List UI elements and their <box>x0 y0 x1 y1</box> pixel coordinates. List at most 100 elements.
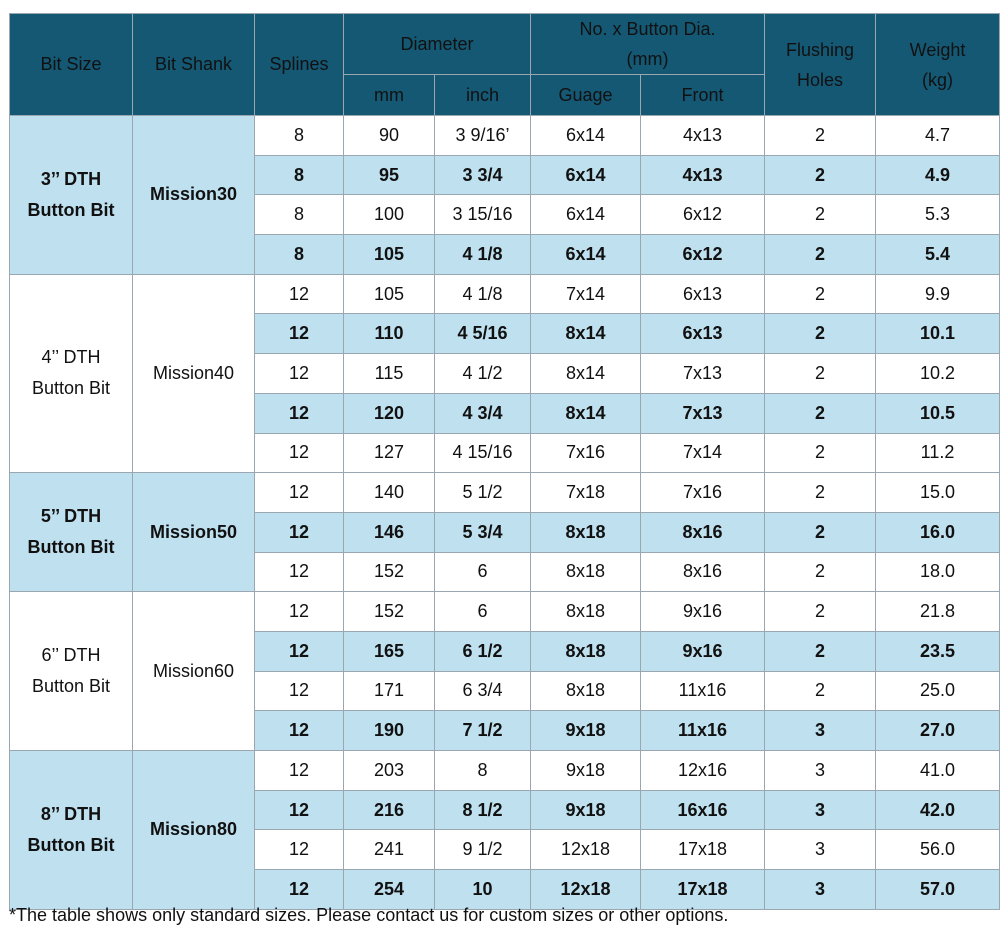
bit-shank-cell: Mission40 <box>132 273 255 474</box>
bit-size-line2: Button Bit <box>27 199 115 220</box>
front-cell: 16x16 <box>639 789 766 831</box>
front-cell: 7x13 <box>639 353 766 394</box>
gauge-cell: 8x18 <box>530 551 641 593</box>
weight-cell: 5.3 <box>875 194 1000 236</box>
table-row: 12 241 9 1/2 12x18 17x18 3 56.0 <box>10 829 1000 871</box>
bit-size-line2: Button Bit <box>27 537 115 558</box>
gauge-cell: 8x18 <box>530 630 641 672</box>
table-row: 12 165 6 1/2 8x18 9x16 2 23.5 <box>10 630 1000 672</box>
splines-cell: 12 <box>254 551 344 593</box>
header-diameter-mm: mm <box>343 74 435 116</box>
diameter-inch-cell: 4 15/16 <box>434 432 531 474</box>
weight-cell: 23.5 <box>875 630 1000 672</box>
gauge-cell: 12x18 <box>530 869 641 910</box>
front-cell: 4x13 <box>639 115 766 156</box>
bit-shank-cell: Mission30 <box>132 115 255 275</box>
table-body: 3’’ DTH Button Bit Mission30 8 90 3 9/16’ 6x14… <box>9 115 1000 910</box>
table-row: 12 190 7 1/2 9x18 11x16 3 27.0 <box>10 710 1000 751</box>
splines-cell: 8 <box>254 194 344 236</box>
diameter-inch-cell: 4 3/4 <box>434 392 531 434</box>
diameter-inch-cell: 8 1/2 <box>434 789 531 831</box>
front-cell: 7x13 <box>639 392 766 434</box>
diameter-inch-cell: 10 <box>434 869 531 910</box>
weight-cell: 18.0 <box>875 551 1000 593</box>
diameter-inch-cell: 6 1/2 <box>434 630 531 672</box>
diameter-inch-cell: 3 15/16 <box>434 194 531 236</box>
bit-shank-cell: Mission60 <box>132 591 255 751</box>
gauge-cell: 8x18 <box>530 511 641 553</box>
gauge-cell: 9x18 <box>530 710 641 751</box>
flushing-holes-cell: 2 <box>764 670 877 712</box>
weight-cell: 10.1 <box>875 313 1000 355</box>
diameter-inch-cell: 7 1/2 <box>434 710 531 751</box>
gauge-cell: 7x16 <box>530 432 641 474</box>
diameter-inch-cell: 4 1/8 <box>434 234 531 275</box>
splines-cell: 12 <box>254 710 344 751</box>
header-weight-line2: (kg) <box>922 69 954 90</box>
flushing-holes-cell: 2 <box>764 392 877 434</box>
front-cell: 7x14 <box>639 432 766 474</box>
flushing-holes-cell: 2 <box>764 353 877 394</box>
diameter-mm-cell: 171 <box>343 670 435 712</box>
bit-size-cell: 8’’ DTH Button Bit <box>9 750 133 910</box>
splines-cell: 8 <box>254 234 344 275</box>
table-row: 4’’ DTH Button Bit Mission40 12 105 4 1/8 7x14… <box>9 273 1000 474</box>
diameter-mm-cell: 95 <box>343 154 435 196</box>
weight-cell: 56.0 <box>875 829 1000 871</box>
diameter-mm-cell: 241 <box>343 829 435 871</box>
gauge-cell: 9x18 <box>530 750 641 791</box>
gauge-cell: 6x14 <box>530 115 641 156</box>
front-cell: 11x16 <box>639 670 766 712</box>
gauge-cell: 8x14 <box>530 353 641 394</box>
table-row: 8 100 3 15/16 6x14 6x12 2 5.3 <box>10 194 1000 236</box>
flushing-holes-cell: 2 <box>764 472 877 513</box>
flushing-holes-cell: 2 <box>764 234 877 275</box>
gauge-cell: 8x18 <box>530 670 641 712</box>
diameter-mm-cell: 120 <box>343 392 435 434</box>
weight-cell: 10.2 <box>875 353 1000 394</box>
header-bit-shank: Bit Shank <box>132 13 255 116</box>
splines-cell: 8 <box>254 154 344 196</box>
header-gauge: Guage <box>530 74 641 116</box>
header-front: Front <box>639 74 766 116</box>
diameter-mm-cell: 140 <box>343 472 435 513</box>
diameter-inch-cell: 4 1/8 <box>434 273 531 315</box>
diameter-mm-cell: 110 <box>343 313 435 355</box>
splines-cell: 8 <box>254 115 344 156</box>
bit-shank-cell: Mission80 <box>132 750 255 910</box>
front-cell: 8x16 <box>639 511 766 553</box>
header-flushing-line1: Flushing <box>785 39 855 60</box>
gauge-cell: 6x14 <box>530 234 641 275</box>
diameter-inch-cell: 8 <box>434 750 531 791</box>
header-buttons: No. x Button Dia. (mm) <box>529 13 766 75</box>
table-row: 6’’ DTH Button Bit Mission60 12 152 6 8x18 9x16… <box>9 591 1000 751</box>
diameter-mm-cell: 190 <box>343 710 435 751</box>
flushing-holes-cell: 2 <box>764 273 877 315</box>
bit-size-line2: Button Bit <box>31 676 111 697</box>
splines-cell: 12 <box>254 313 344 355</box>
front-cell: 9x16 <box>639 591 766 632</box>
flushing-holes-cell: 2 <box>764 313 877 355</box>
diameter-inch-cell: 3 9/16’ <box>434 115 531 156</box>
header-buttons-line2: (mm) <box>626 49 669 69</box>
splines-cell: 12 <box>254 432 344 474</box>
splines-cell: 12 <box>254 273 344 315</box>
header-flushing-holes: Flushing Holes <box>764 13 877 116</box>
bit-size-line1: 4’’ DTH <box>41 347 101 368</box>
bit-size-cell: 4’’ DTH Button Bit <box>9 273 133 474</box>
gauge-cell: 9x18 <box>530 789 641 831</box>
gauge-cell: 7x14 <box>530 273 641 315</box>
diameter-inch-cell: 6 <box>434 551 531 593</box>
bit-shank-cell: Mission50 <box>132 472 255 593</box>
diameter-inch-cell: 4 1/2 <box>434 353 531 394</box>
front-cell: 17x18 <box>639 829 766 871</box>
diameter-inch-cell: 6 3/4 <box>434 670 531 712</box>
front-cell: 4x13 <box>639 154 766 196</box>
bit-size-line1: 3’’ DTH <box>40 168 102 189</box>
header-weight: Weight (kg) <box>875 13 1000 116</box>
table-row: 12 115 4 1/2 8x14 7x13 2 10.2 <box>10 353 1000 394</box>
gauge-cell: 8x14 <box>530 392 641 434</box>
header-weight-line1: Weight <box>909 39 966 60</box>
header-flushing-line2: Holes <box>797 69 844 90</box>
weight-cell: 21.8 <box>875 591 1000 632</box>
